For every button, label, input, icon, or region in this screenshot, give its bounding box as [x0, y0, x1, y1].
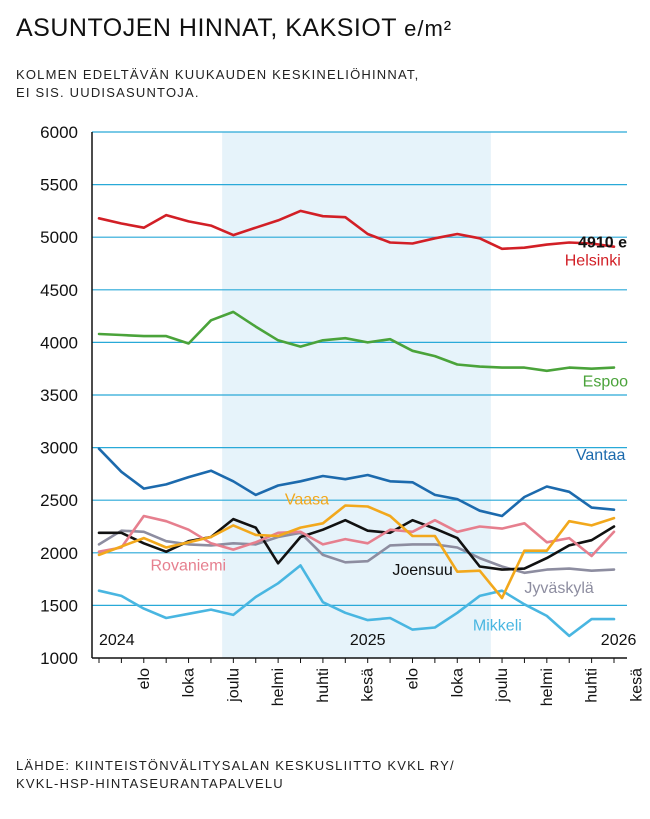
x-tick-label: kesä: [628, 668, 645, 702]
title-main: ASUNTOJEN HINNAT, KAKSIOT: [16, 14, 397, 42]
chart-title: ASUNTOJEN HINNAT, KAKSIOT e/m²: [16, 14, 452, 43]
series-label: Vantaa: [576, 447, 626, 464]
series-label: Jyväskylä: [524, 580, 593, 597]
chart-subtitle: KOLMEN EDELTÄVÄN KUUKAUDEN KESKINELIÖHIN…: [16, 66, 419, 102]
series-line-vantaa: [97, 447, 616, 518]
y-tick-label: 1000: [40, 649, 78, 668]
y-tick-label: 4500: [40, 281, 78, 300]
last-value-label: 4910 e: [578, 235, 627, 252]
source-line-1: LÄHDE: KIINTEISTÖNVÄLITYSALAN KESKUSLIIT…: [16, 758, 455, 773]
series-label: Mikkeli: [473, 618, 522, 635]
x-tick-label: helmi: [270, 668, 287, 706]
series-label: Vaasa: [285, 491, 329, 508]
y-tick-label: 3000: [40, 439, 78, 458]
year-label: 2026: [601, 632, 637, 649]
x-tick-label: loka: [181, 668, 198, 697]
x-tick-label: loka: [449, 668, 466, 697]
subtitle-line-2: EI SIS. UUDISASUNTOJA.: [16, 85, 200, 100]
source-line-2: KVKL-HSP-HINTASEURANTAPALVELU: [16, 776, 284, 791]
series-line-mikkeli: [97, 564, 616, 638]
series-line-vaasa: [97, 504, 616, 600]
series-line-espoo: [97, 310, 616, 373]
series-label: Joensuu: [392, 562, 453, 579]
y-tick-label: 5500: [40, 176, 78, 195]
x-tick-label: helmi: [539, 668, 556, 706]
y-tick-label: 6000: [40, 123, 78, 142]
x-tick-label: joulu: [225, 668, 242, 703]
y-tick-label: 5000: [40, 228, 78, 247]
y-tick-label: 3500: [40, 386, 78, 405]
series-line-rovaniemi: [97, 514, 616, 558]
title-unit: e/m²: [404, 16, 453, 41]
year-label: 2024: [99, 632, 135, 649]
x-tick-label: kesä: [360, 668, 377, 702]
series-line-helsinki: [97, 209, 616, 251]
x-tick-label: huhti: [315, 668, 332, 703]
year-label: 2025: [350, 632, 386, 649]
x-tick-label: elo: [404, 668, 421, 689]
subtitle-line-1: KOLMEN EDELTÄVÄN KUUKAUDEN KESKINELIÖHIN…: [16, 67, 420, 82]
y-tick-label: 2500: [40, 491, 78, 510]
x-tick-label: elo: [136, 668, 153, 689]
x-tick-label: huhti: [584, 668, 601, 703]
series-label: Espoo: [583, 374, 628, 391]
series-label: Rovaniemi: [151, 558, 227, 575]
x-tick-label: joulu: [494, 668, 511, 703]
y-tick-label: 1500: [40, 596, 78, 615]
y-tick-label: 4000: [40, 333, 78, 352]
source-note: LÄHDE: KIINTEISTÖNVÄLITYSALAN KESKUSLIIT…: [16, 757, 455, 793]
y-tick-label: 2000: [40, 544, 78, 563]
series-label: Helsinki: [565, 253, 621, 270]
